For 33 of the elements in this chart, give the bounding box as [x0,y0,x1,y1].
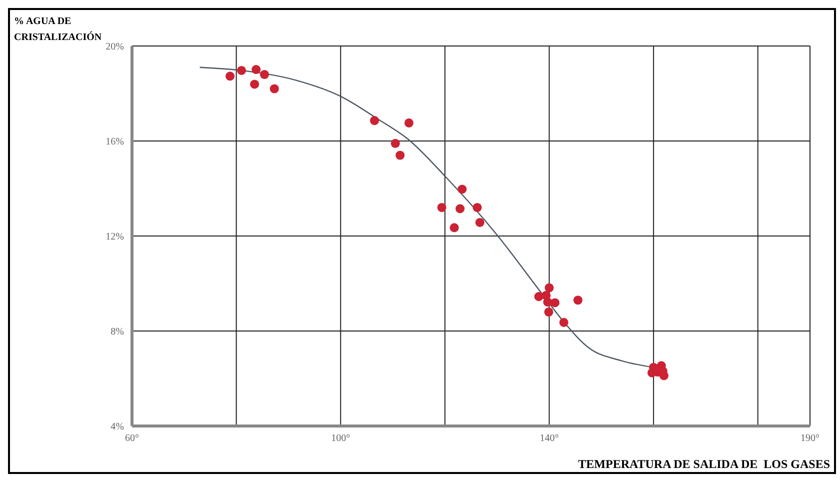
x-tick-label: 190° [800,433,820,444]
point [472,202,482,212]
point [458,184,467,194]
point [226,72,235,81]
point [456,204,465,214]
x-tick-label: 60° [125,433,139,444]
point [390,138,400,148]
point [260,70,269,80]
x-tick-label: 140° [540,433,559,444]
point [437,202,446,212]
y-tick-label: 4% [110,422,124,433]
y-tick-label: 20% [106,42,124,53]
point [370,116,380,126]
point [250,80,260,89]
x-axis-title: TEMPERATURA DE SALIDA DE LOS GASES [578,457,830,472]
y-tick-label: 16% [106,136,124,148]
point [534,292,544,302]
y-tick-label: 8% [110,326,124,338]
point [404,118,414,128]
point [544,283,554,292]
point [252,65,261,74]
point [475,218,484,227]
y-axis-title: % AGUA DE CRISTALIZACIÓN [14,16,102,43]
point [573,296,582,305]
y-tick-label: 12% [106,232,124,243]
point [237,66,246,75]
point [544,307,554,317]
point [559,318,568,327]
point [396,150,405,160]
point [450,223,459,232]
x-tick-label: 100° [331,433,350,444]
point [550,298,560,308]
point [270,84,279,94]
